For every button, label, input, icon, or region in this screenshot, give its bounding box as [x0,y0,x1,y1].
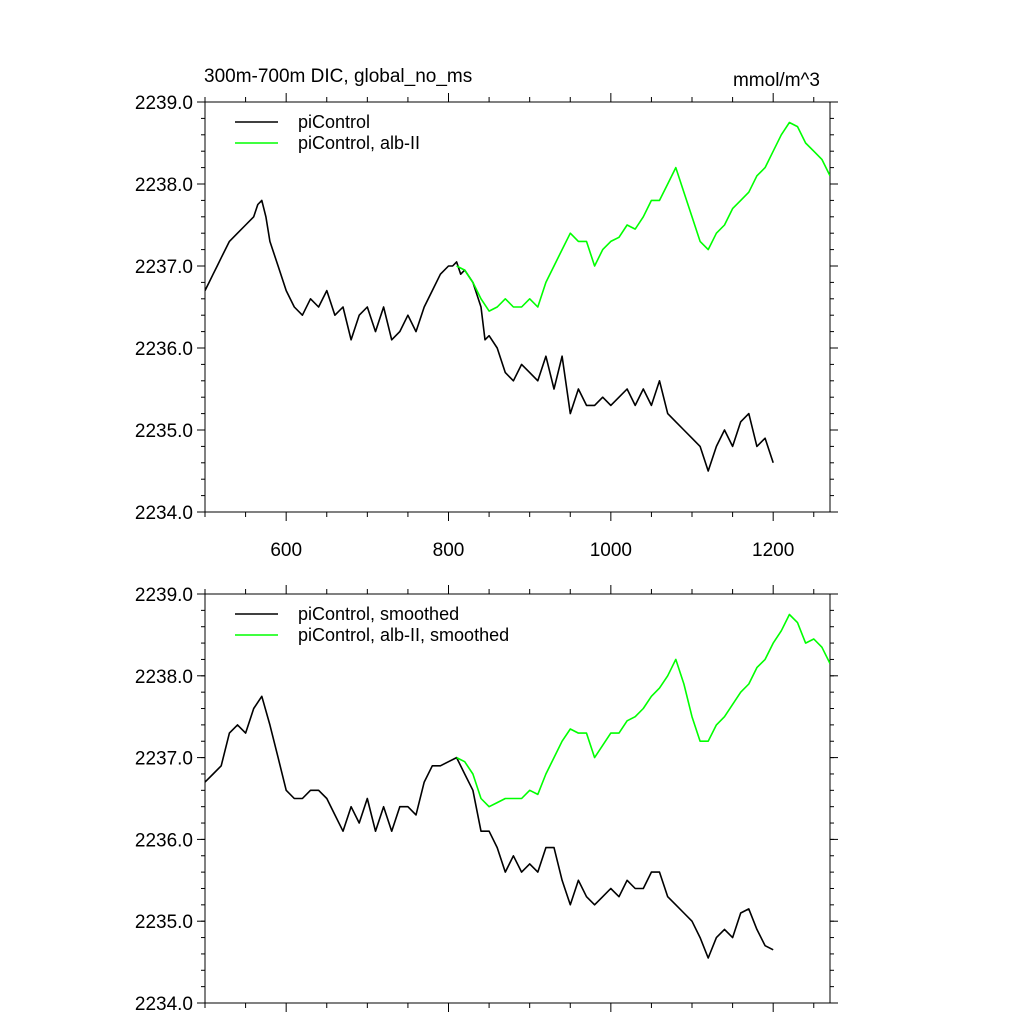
x-tick-label: 600 [270,540,302,561]
legend-label-1: piControl, alb-II [298,133,420,153]
x-tick-label: 800 [433,540,465,561]
series-line-0 [205,695,774,959]
plot-frame [204,101,831,513]
legend-label-0: piControl, smoothed [298,604,459,624]
x-tick-label: 1200 [752,540,794,561]
top-panel: 2234.0 2235.0 2236.0 2237.0 2238.0 2239.0 600 8… [135,93,838,561]
y-tick-label: 2236.0 [135,830,193,851]
y-tick-label: 2239.0 [135,585,193,606]
y-tick-label: 2235.0 [135,912,193,933]
bottom-panel: 2234.0 2235.0 2236.0 2237.0 2238.0 2239.0 piCo… [135,585,838,1015]
series-line-0 [205,199,774,472]
series-line-1 [456,613,830,808]
y-tick-label: 2235.0 [135,421,193,442]
legend-label-1: piControl, alb-II, smoothed [298,625,509,645]
y-tick-label: 2236.0 [135,339,193,360]
legend-label-0: piControl [298,112,370,132]
y-tick-label: 2237.0 [135,749,193,770]
figure-title: 300m-700m DIC, global_no_ms [204,66,472,87]
y-tick-label: 2238.0 [135,667,193,688]
units-label: mmol/m^3 [733,70,820,91]
plot-frame [204,593,831,1004]
y-tick-label: 2237.0 [135,257,193,278]
y-tick-label: 2234.0 [135,503,193,524]
y-tick-label: 2238.0 [135,175,193,196]
y-tick-label: 2239.0 [135,93,193,114]
y-tick-label: 2234.0 [135,994,193,1015]
series-line-1 [456,121,830,312]
x-tick-label: 1000 [590,540,632,561]
